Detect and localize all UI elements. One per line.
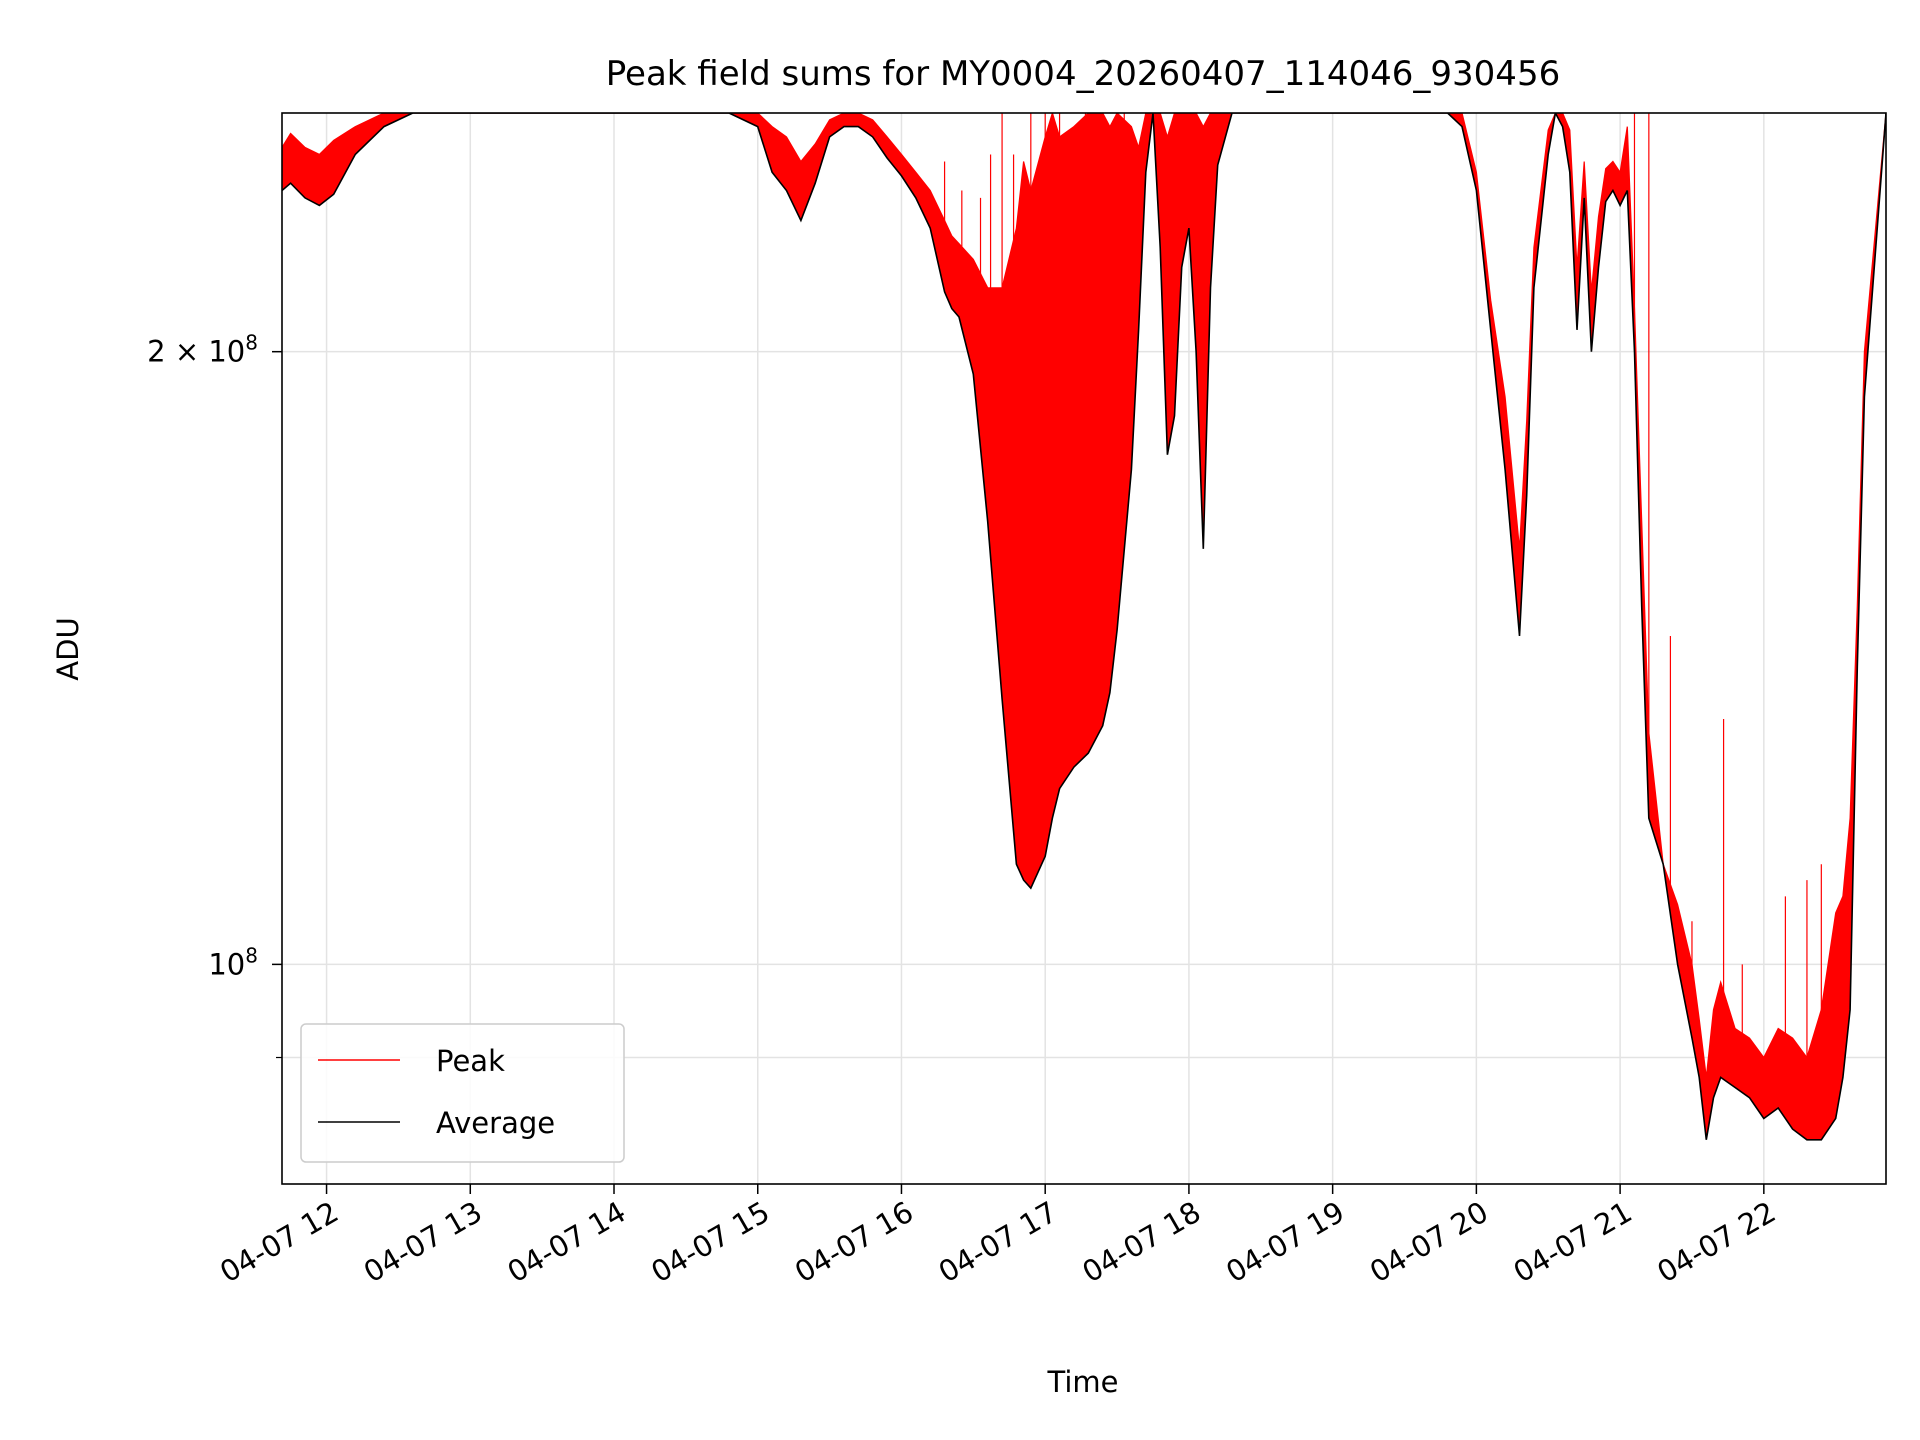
average-series-line bbox=[282, 113, 1886, 1141]
plot-frame bbox=[281, 112, 1887, 1185]
legend: Peak Average bbox=[300, 1023, 625, 1163]
y-tick-label: 108 bbox=[208, 943, 258, 981]
legend-box bbox=[300, 1023, 625, 1163]
x-axis-label: Time bbox=[1047, 1365, 1119, 1399]
y-axis-label: ADU bbox=[51, 617, 85, 680]
chart-title: Peak field sums for MY0004_20260407_1140… bbox=[606, 54, 1560, 94]
peak-spikes bbox=[943, 113, 1822, 1140]
peak-fill-area bbox=[282, 113, 1886, 1140]
legend-average-label: Average bbox=[436, 1106, 555, 1140]
y-tick-label: 2 × 108 bbox=[147, 331, 258, 369]
grid bbox=[282, 113, 1886, 1184]
legend-peak-label: Peak bbox=[436, 1044, 505, 1078]
y-axis-ticks: 108 2 × 108 bbox=[147, 331, 282, 1059]
peak-series-line bbox=[282, 113, 1886, 1078]
